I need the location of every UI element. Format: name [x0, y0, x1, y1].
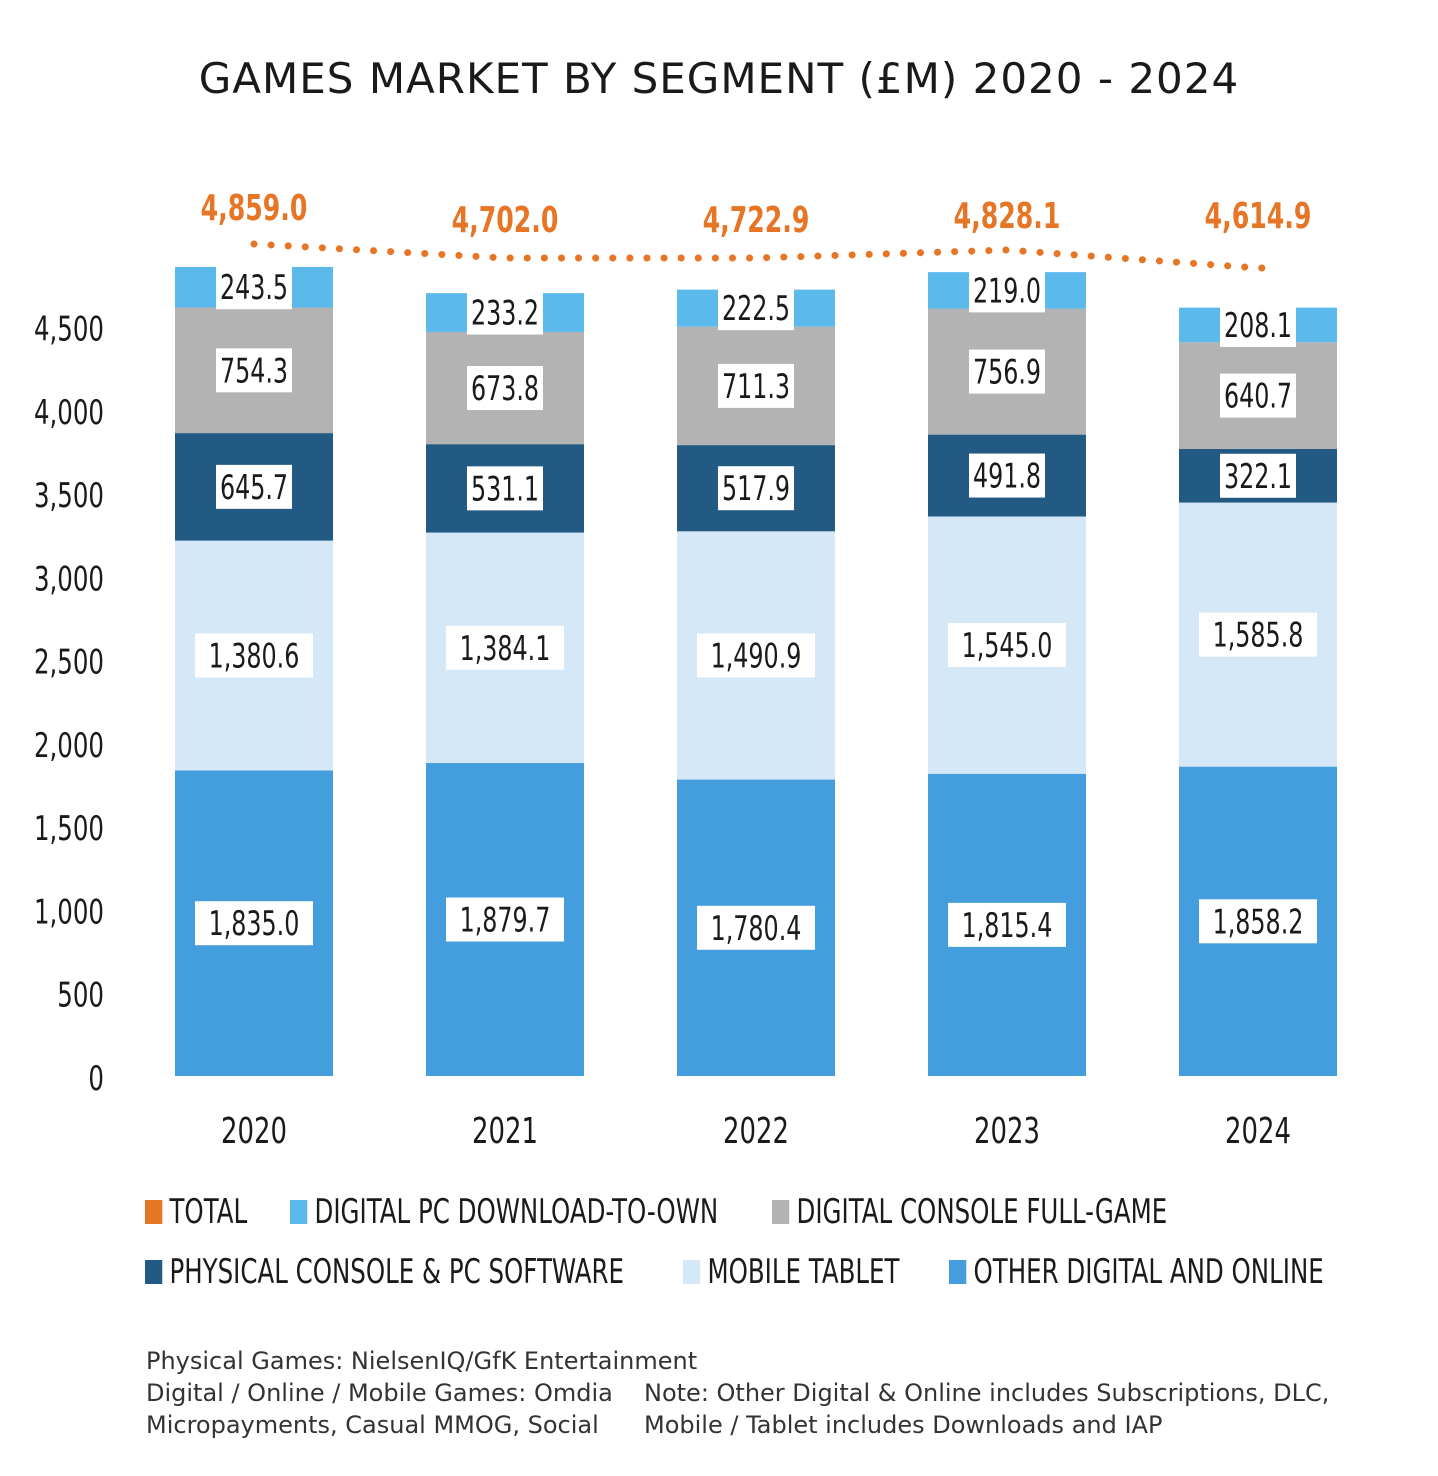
chart-title: GAMES MARKET BY SEGMENT (£M) 2020 - 2024: [198, 54, 1240, 103]
data-label-box: [1199, 899, 1317, 944]
legend-swatch: [683, 1260, 701, 1284]
data-label: 1,380.6: [209, 636, 300, 675]
y-tick-label: 500: [57, 976, 104, 1015]
x-tick-label: 2020: [221, 1111, 287, 1152]
footnote-line: Mobile / Tablet includes Downloads and I…: [644, 1411, 1163, 1439]
data-label-box: [216, 348, 292, 393]
legend-item-physical: PHYSICAL CONSOLE & PC SOFTWARE: [145, 1252, 624, 1292]
data-label-box: [948, 902, 1066, 947]
x-tick-label: 2024: [1225, 1111, 1291, 1152]
total-label: 4,828.1: [954, 196, 1061, 238]
legend-swatch: [772, 1200, 790, 1224]
data-label-box: [1199, 612, 1317, 657]
data-label-box: [969, 268, 1045, 313]
legend-swatch: [949, 1260, 967, 1284]
total-label: 4,859.0: [201, 188, 308, 230]
data-label-box: [948, 623, 1066, 668]
legend-item-mobile: MOBILE TABLET: [683, 1252, 899, 1292]
y-tick-label: 0: [88, 1059, 104, 1098]
data-label: 1,490.9: [711, 636, 802, 675]
legend-swatch: [145, 1200, 163, 1224]
data-label: 1,545.0: [962, 626, 1053, 665]
legend-item-digital-console: DIGITAL CONSOLE FULL-GAME: [772, 1192, 1167, 1232]
y-tick-label: 3,500: [34, 476, 104, 515]
data-label-box: [1220, 373, 1296, 418]
total-line: [250, 240, 1266, 272]
legend-label: DIGITAL CONSOLE FULL-GAME: [796, 1192, 1168, 1232]
data-label: 1,585.8: [1213, 615, 1304, 654]
total-label: 4,702.0: [452, 200, 559, 242]
data-label-box: [446, 897, 564, 942]
data-label: 517.9: [722, 469, 790, 508]
y-tick-label: 1,000: [34, 893, 104, 932]
data-label: 645.7: [220, 468, 288, 507]
legend-label: TOTAL: [169, 1192, 248, 1232]
data-label-box: [969, 453, 1045, 498]
x-tick-label: 2022: [723, 1111, 789, 1152]
data-label-box: [195, 633, 313, 678]
data-label-box: [467, 290, 543, 335]
legend-label: OTHER DIGITAL AND ONLINE: [973, 1252, 1324, 1292]
stacked-bar-chart: 0 500 1,000 1,500 2,000 2,500 3,000 3,500 4,000 4…: [34, 188, 1337, 1152]
data-label: 1,780.4: [711, 909, 802, 948]
legend-item-other-digital: OTHER DIGITAL AND ONLINE: [949, 1252, 1324, 1292]
data-label: 1,815.4: [962, 906, 1053, 945]
footnote-line: Note: Other Digital & Online includes Su…: [644, 1379, 1330, 1407]
data-label: 233.2: [471, 293, 539, 332]
data-label-box: [697, 633, 815, 678]
data-label: 673.8: [471, 369, 539, 408]
data-label-box: [216, 265, 292, 310]
data-label: 1,384.1: [460, 629, 551, 668]
legend-item-total: TOTAL: [145, 1192, 247, 1232]
data-label: 756.9: [973, 352, 1041, 391]
x-tick-label: 2023: [974, 1111, 1040, 1152]
data-label: 491.8: [973, 456, 1041, 495]
data-label: 208.1: [1224, 306, 1292, 345]
data-label: 1,835.0: [209, 904, 300, 943]
footnote: Note: Other Digital & Online includes Su…: [644, 1377, 1329, 1441]
data-label-box: [969, 349, 1045, 394]
data-label-box: [467, 366, 543, 411]
data-label-box: [195, 901, 313, 946]
total-label: 4,722.9: [703, 200, 810, 242]
data-label-box: [1220, 453, 1296, 498]
data-label-box: [718, 286, 794, 331]
data-label: 243.5: [220, 268, 288, 307]
source-line: Digital / Online / Mobile Games: Omdia: [146, 1379, 613, 1407]
data-label: 1,858.2: [1213, 902, 1304, 941]
legend-label: DIGITAL PC DOWNLOAD-TO-OWN: [314, 1192, 719, 1232]
data-label-box: [718, 466, 794, 511]
legend-label: PHYSICAL CONSOLE & PC SOFTWARE: [169, 1252, 625, 1292]
data-label-box: [467, 466, 543, 511]
data-label: 322.1: [1224, 456, 1292, 495]
data-label-box: [446, 625, 564, 670]
legend-swatch: [145, 1260, 163, 1284]
data-label-box: [1220, 302, 1296, 347]
data-label: 754.3: [220, 351, 288, 390]
legend-item-digital-pc: DIGITAL PC DOWNLOAD-TO-OWN: [290, 1192, 718, 1232]
data-label: 711.3: [722, 367, 790, 406]
data-label: 222.5: [722, 289, 790, 328]
y-tick-label: 3,000: [34, 560, 104, 599]
data-label: 219.0: [973, 271, 1041, 310]
data-label-box: [697, 905, 815, 950]
source-line: Micropayments, Casual MMOG, Social: [146, 1411, 599, 1439]
source-line: Physical Games: NielsenIQ/GfK Entertainm…: [146, 1347, 698, 1375]
x-tick-label: 2021: [472, 1111, 538, 1152]
total-label: 4,614.9: [1205, 196, 1312, 238]
y-tick-label: 2,000: [34, 726, 104, 765]
legend-label: MOBILE TABLET: [707, 1252, 900, 1292]
y-tick-label: 4,500: [34, 310, 104, 349]
y-tick-label: 4,000: [34, 393, 104, 432]
y-tick-label: 1,500: [34, 809, 104, 848]
legend-swatch: [290, 1200, 308, 1224]
data-label: 1,879.7: [460, 900, 551, 939]
data-label-box: [718, 363, 794, 408]
data-label: 531.1: [471, 469, 539, 508]
data-label: 640.7: [1224, 376, 1292, 415]
data-label-box: [216, 464, 292, 509]
source-notes: Physical Games: NielsenIQ/GfK Entertainm…: [146, 1345, 697, 1441]
y-tick-label: 2,500: [34, 643, 104, 682]
